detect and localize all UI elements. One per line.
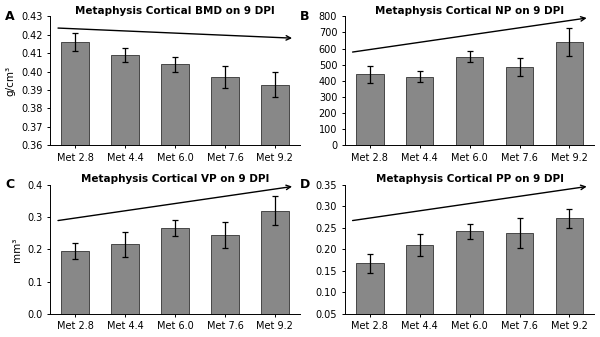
Bar: [61, 251, 89, 314]
Y-axis label: g/cm³: g/cm³: [5, 66, 16, 96]
Bar: [261, 85, 289, 337]
Bar: [161, 228, 189, 314]
Bar: [211, 77, 239, 337]
Title: Metaphysis Cortical VP on 9 DPI: Metaphysis Cortical VP on 9 DPI: [81, 174, 269, 184]
Bar: [456, 231, 484, 335]
Bar: [556, 218, 583, 335]
Bar: [112, 55, 139, 337]
Text: A: A: [5, 10, 15, 23]
Title: Metaphysis Cortical BMD on 9 DPI: Metaphysis Cortical BMD on 9 DPI: [75, 5, 275, 16]
Y-axis label: mm³: mm³: [11, 237, 22, 262]
Title: Metaphysis Cortical NP on 9 DPI: Metaphysis Cortical NP on 9 DPI: [375, 5, 564, 16]
Title: Metaphysis Cortical PP on 9 DPI: Metaphysis Cortical PP on 9 DPI: [376, 174, 563, 184]
Bar: [556, 42, 583, 145]
Bar: [161, 64, 189, 337]
Bar: [261, 211, 289, 314]
Text: C: C: [5, 178, 14, 191]
Bar: [506, 67, 533, 145]
Bar: [456, 57, 484, 145]
Bar: [356, 263, 383, 335]
Bar: [211, 235, 239, 314]
Bar: [406, 77, 433, 145]
Bar: [61, 42, 89, 337]
Text: B: B: [300, 10, 310, 23]
Bar: [506, 234, 533, 335]
Bar: [112, 244, 139, 314]
Bar: [406, 245, 433, 335]
Bar: [356, 74, 383, 145]
Text: D: D: [300, 178, 310, 191]
